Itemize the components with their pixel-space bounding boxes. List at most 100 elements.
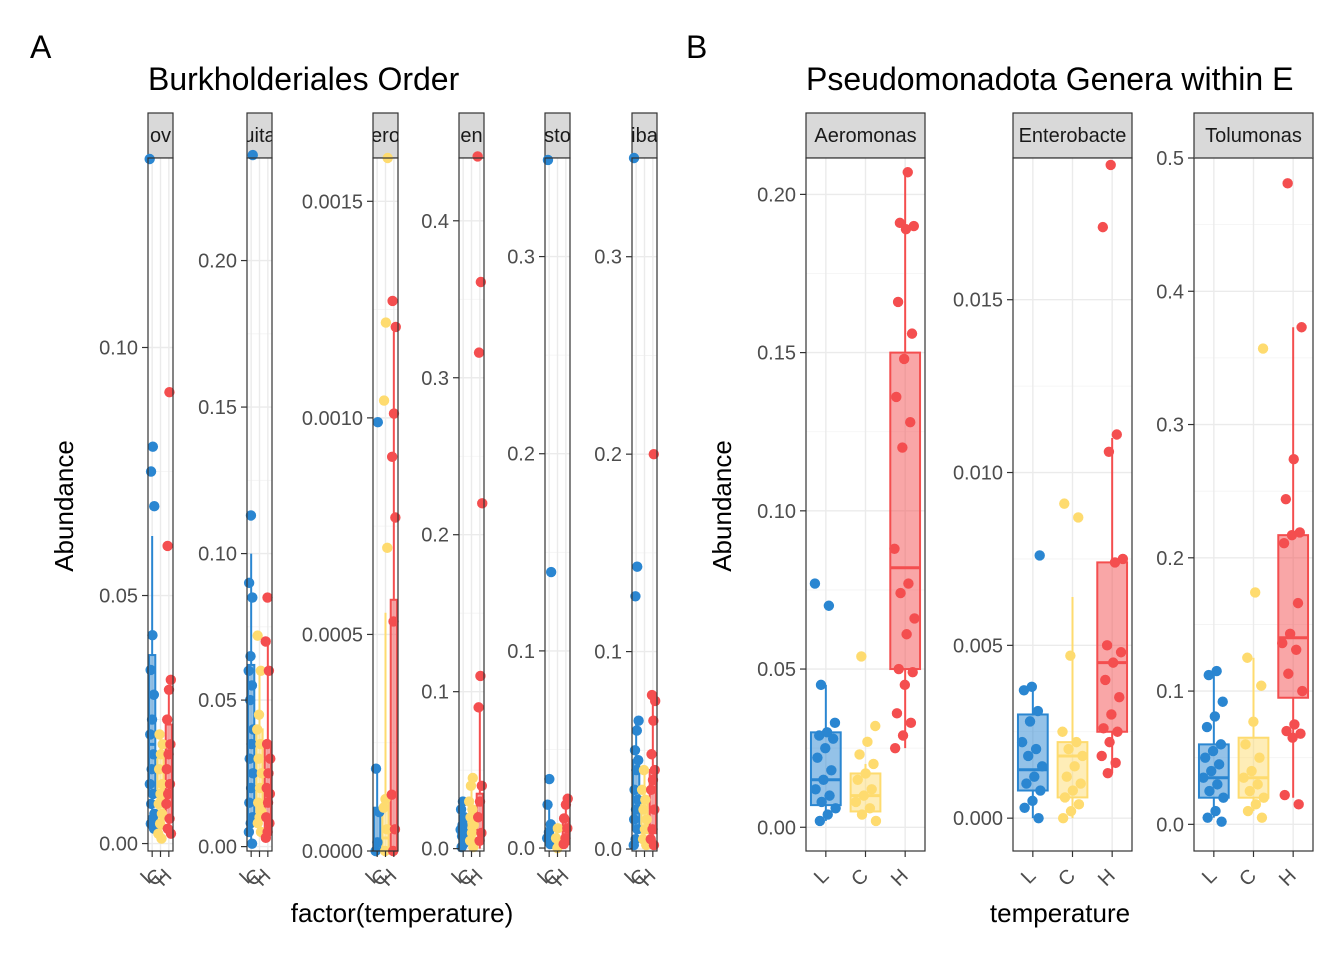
facet-strip xyxy=(1012,112,1133,159)
point-L xyxy=(820,742,831,754)
point-H xyxy=(906,328,918,339)
point-C xyxy=(255,665,267,676)
y-tick-label: 0.3 xyxy=(421,368,449,390)
y-tick-label: 0.015 xyxy=(953,290,1003,312)
point-H xyxy=(907,667,918,678)
point-H xyxy=(1279,789,1290,801)
point-C xyxy=(1077,750,1088,762)
point-H xyxy=(1288,453,1299,465)
point-H xyxy=(260,636,271,647)
point-L xyxy=(629,745,641,756)
x-tick-label: H xyxy=(1094,865,1120,891)
point-C xyxy=(253,709,265,720)
point-L xyxy=(244,753,255,764)
y-tick-label: 0.2 xyxy=(507,444,535,466)
y-tick-label: 0.0 xyxy=(594,839,622,861)
point-C xyxy=(1242,805,1254,817)
point-L xyxy=(826,765,837,776)
point-L xyxy=(1023,750,1034,762)
point-C xyxy=(862,736,873,748)
point-L xyxy=(1024,716,1036,727)
point-L xyxy=(1209,711,1221,722)
point-L xyxy=(145,729,156,740)
point-H xyxy=(260,832,272,844)
point-C xyxy=(382,542,393,554)
point-H xyxy=(1106,709,1117,720)
x-tick-label: C xyxy=(1054,865,1080,891)
point-H xyxy=(473,702,484,713)
point-H xyxy=(164,386,175,398)
y-tick-label: 0.2 xyxy=(421,525,449,547)
point-L xyxy=(246,838,258,849)
point-L xyxy=(813,730,825,741)
point-C xyxy=(252,724,263,735)
point-C xyxy=(640,794,651,805)
point-C xyxy=(1065,650,1076,661)
y-tick-label: 0.2 xyxy=(594,444,622,466)
point-C xyxy=(638,764,650,776)
point-L xyxy=(628,814,640,825)
point-C xyxy=(467,772,478,784)
point-H xyxy=(891,391,902,403)
y-tick-label: 0.15 xyxy=(757,343,796,365)
point-H xyxy=(386,789,397,800)
point-C xyxy=(856,809,868,820)
point-C xyxy=(468,819,479,831)
point-C xyxy=(638,804,649,815)
y-tick-label: 0.3 xyxy=(507,247,535,269)
y-tick-label: 0.10 xyxy=(99,337,138,359)
point-H xyxy=(1295,728,1306,739)
facet-strip-label: ov xyxy=(150,125,171,147)
point-C xyxy=(380,317,392,328)
point-C xyxy=(866,784,877,795)
point-L xyxy=(244,797,255,808)
point-H xyxy=(905,717,917,729)
point-H xyxy=(903,578,914,589)
y-tick-label: 0.00 xyxy=(99,834,138,856)
point-H xyxy=(1293,799,1304,810)
point-L xyxy=(827,733,839,744)
facet-strip-label: ero xyxy=(371,125,400,147)
y-tick-label: 0.05 xyxy=(99,586,138,608)
point-L xyxy=(1018,685,1030,696)
point-H xyxy=(264,788,276,800)
point-L xyxy=(145,664,156,676)
point-H xyxy=(161,763,172,775)
point-H xyxy=(1104,736,1115,748)
point-C xyxy=(378,802,389,813)
point-L xyxy=(632,794,643,805)
point-L xyxy=(148,749,159,760)
panel-a-x-axis-title: factor(temperature) xyxy=(291,898,514,928)
point-L xyxy=(545,566,557,578)
point-L xyxy=(1027,795,1038,807)
point-H xyxy=(1117,553,1129,565)
point-L xyxy=(372,837,383,848)
point-L xyxy=(1201,721,1213,733)
point-H xyxy=(1109,557,1121,568)
point-H xyxy=(900,223,912,235)
point-L xyxy=(823,600,835,611)
point-C xyxy=(155,749,167,760)
box-H xyxy=(389,598,398,852)
point-C xyxy=(870,815,882,827)
point-L xyxy=(247,768,259,779)
point-H xyxy=(386,451,398,463)
box-H xyxy=(1096,561,1129,733)
point-H xyxy=(1287,732,1298,743)
point-L xyxy=(146,763,157,775)
point-C xyxy=(1250,799,1262,810)
point-L xyxy=(245,782,257,794)
point-H xyxy=(893,663,904,675)
point-H xyxy=(164,813,175,824)
point-C xyxy=(156,833,167,844)
point-L xyxy=(1033,812,1044,824)
facet-1-1: Enterobacte 0.000 0.005 0.010 0.015 L C H xyxy=(953,112,1133,891)
point-L xyxy=(1212,779,1223,790)
point-H xyxy=(1097,221,1109,233)
point-L xyxy=(1218,792,1229,803)
y-tick-label: 0.4 xyxy=(1156,281,1184,303)
facet-strip xyxy=(147,112,174,159)
